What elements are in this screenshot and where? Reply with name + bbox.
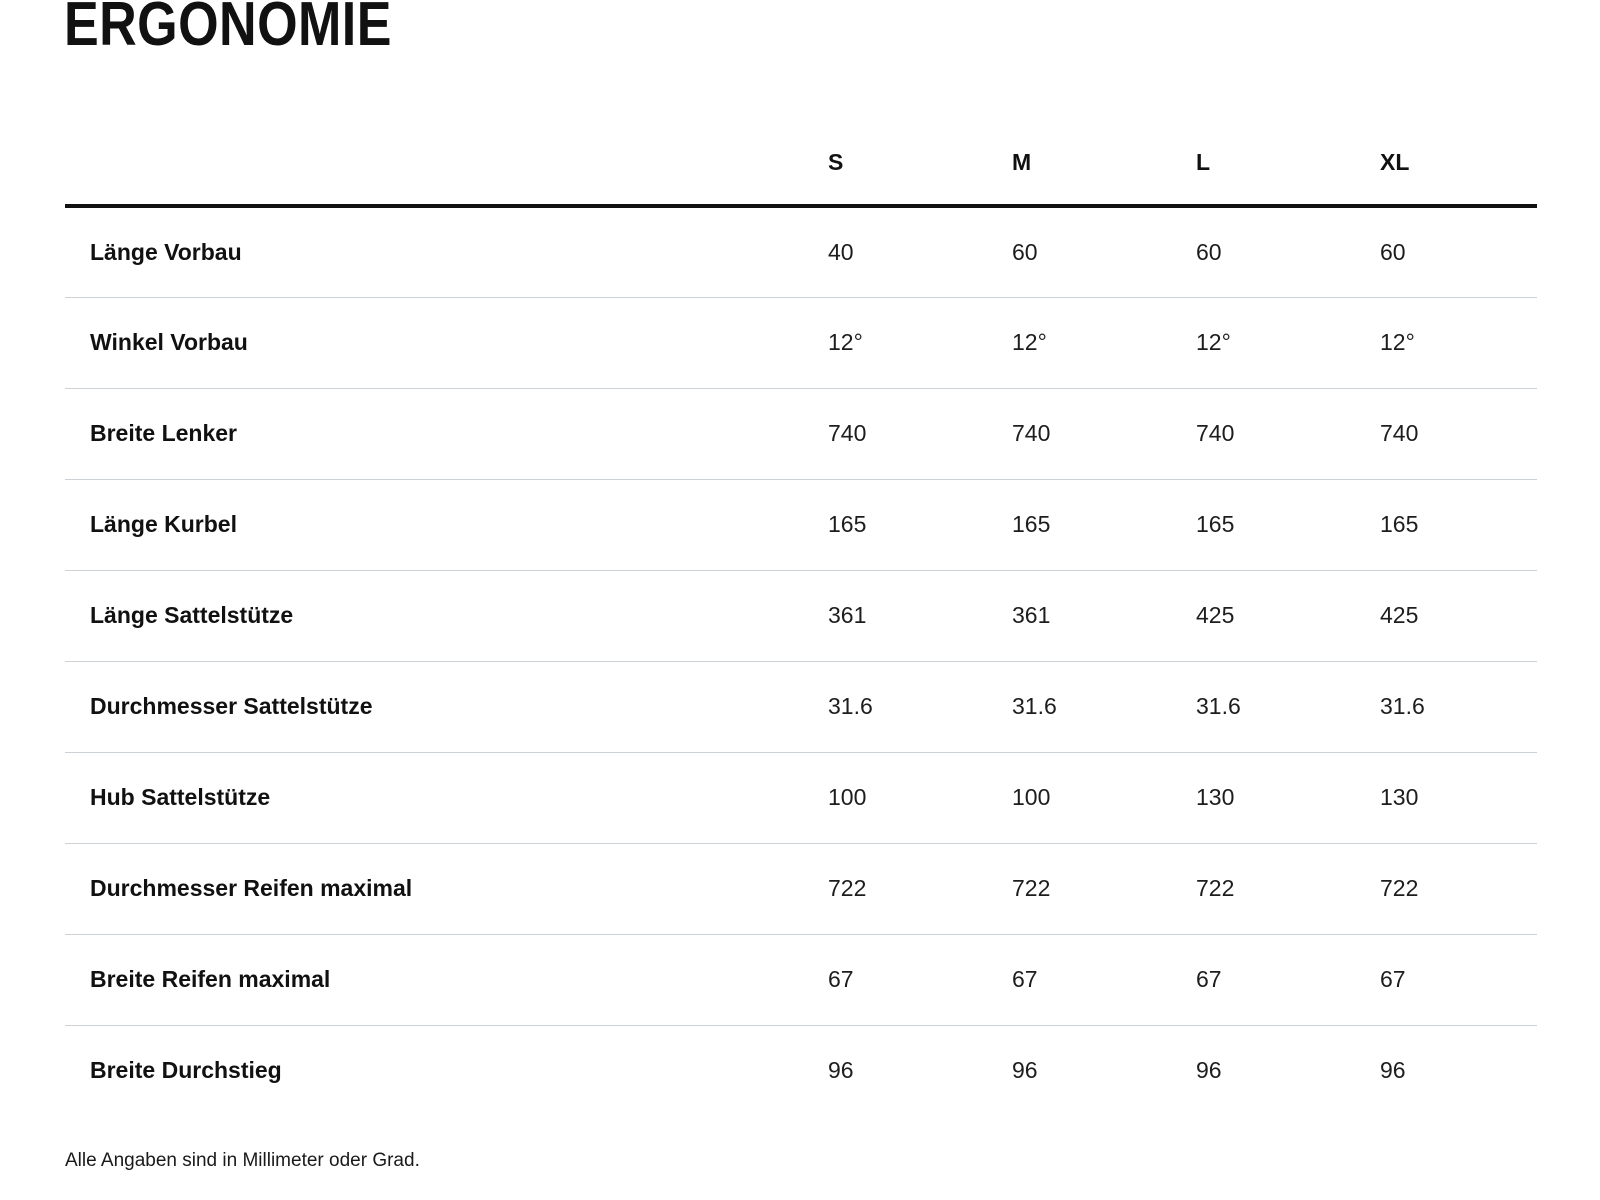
size-column-header: S xyxy=(828,120,1012,208)
spec-value: 12° xyxy=(1012,297,1196,389)
spec-value: 40 xyxy=(828,206,1012,298)
spec-row: Breite Lenker 740 740 740 740 xyxy=(65,388,1537,480)
size-column-header: L xyxy=(1196,120,1380,208)
spec-row: Winkel Vorbau 12° 12° 12° 12° xyxy=(65,297,1537,389)
spec-value: 67 xyxy=(1380,934,1537,1026)
spec-value: 12° xyxy=(1196,297,1380,389)
table-body: Länge Vorbau 40 60 60 60 Winkel Vorbau 12° 12° 1… xyxy=(65,206,1537,1116)
spec-value: 722 xyxy=(1380,843,1537,935)
spec-value: 740 xyxy=(1380,388,1537,480)
spec-row-label: Durchmesser Reifen maximal xyxy=(65,843,828,935)
spec-value: 722 xyxy=(828,843,1012,935)
spec-row: Länge Vorbau 40 60 60 60 xyxy=(65,206,1537,298)
spec-row-label: Winkel Vorbau xyxy=(65,297,828,389)
spec-value: 67 xyxy=(828,934,1012,1026)
spec-value: 12° xyxy=(1380,297,1537,389)
spec-row-label: Länge Kurbel xyxy=(65,479,828,571)
spec-value: 740 xyxy=(1012,388,1196,480)
spec-value: 96 xyxy=(1012,1057,1038,1084)
spec-row-label: Breite Durchstieg xyxy=(90,1057,282,1084)
spec-value: 96 xyxy=(1380,1057,1406,1084)
spec-value: 31.6 xyxy=(1012,661,1196,753)
spec-row: Hub Sattelstütze 100 100 130 130 xyxy=(65,752,1537,844)
page-title: ERGONOMIE xyxy=(64,0,392,59)
spec-row: Breite Durchstieg 96 96 96 96 xyxy=(65,1025,1537,1116)
spec-value: 12° xyxy=(828,297,1012,389)
spec-value: 165 xyxy=(828,479,1012,571)
spec-value: 361 xyxy=(828,570,1012,662)
units-footnote: Alle Angaben sind in Millimeter oder Gra… xyxy=(65,1150,420,1171)
spec-value: 165 xyxy=(1012,479,1196,571)
size-column-header: M xyxy=(1012,120,1196,208)
spec-value: 60 xyxy=(1012,206,1196,298)
spec-value: 60 xyxy=(1196,206,1380,298)
size-column-header: XL xyxy=(1380,120,1537,208)
spec-value: 130 xyxy=(1380,752,1537,844)
spec-value: 31.6 xyxy=(1196,661,1380,753)
spec-value: 130 xyxy=(1196,752,1380,844)
spec-value: 361 xyxy=(1012,570,1196,662)
header-spacer xyxy=(65,120,828,208)
spec-row-label: Breite Reifen maximal xyxy=(65,934,828,1026)
spec-value: 96 xyxy=(1196,1057,1222,1084)
spec-row: Durchmesser Reifen maximal 722 722 722 722 xyxy=(65,843,1537,935)
spec-row: Länge Kurbel 165 165 165 165 xyxy=(65,479,1537,571)
spec-value: 165 xyxy=(1196,479,1380,571)
spec-value: 425 xyxy=(1380,570,1537,662)
spec-value: 740 xyxy=(1196,388,1380,480)
spec-value: 60 xyxy=(1380,206,1537,298)
spec-value: 100 xyxy=(828,752,1012,844)
spec-row-label: Breite Lenker xyxy=(65,388,828,480)
table-header-row: S M L XL xyxy=(65,120,1537,208)
spec-value: 722 xyxy=(1012,843,1196,935)
spec-value: 722 xyxy=(1196,843,1380,935)
spec-value: 100 xyxy=(1012,752,1196,844)
spec-row: Breite Reifen maximal 67 67 67 67 xyxy=(65,934,1537,1026)
spec-row-label: Durchmesser Sattelstütze xyxy=(65,661,828,753)
spec-row-label: Länge Sattelstütze xyxy=(65,570,828,662)
spec-value: 740 xyxy=(828,388,1012,480)
spec-row: Länge Sattelstütze 361 361 425 425 xyxy=(65,570,1537,662)
spec-row-label: Länge Vorbau xyxy=(65,206,828,298)
spec-row: Durchmesser Sattelstütze 31.6 31.6 31.6 31.6 xyxy=(65,661,1537,753)
spec-value: 425 xyxy=(1196,570,1380,662)
spec-value: 67 xyxy=(1196,934,1380,1026)
ergonomics-table: S M L XL Länge Vorbau 40 60 60 60 Winkel Vorbau 1… xyxy=(65,120,1537,1116)
spec-value: 67 xyxy=(1012,934,1196,1026)
spec-value: 165 xyxy=(1380,479,1537,571)
spec-value: 31.6 xyxy=(828,661,1012,753)
spec-value: 96 xyxy=(828,1057,854,1084)
spec-row-label: Hub Sattelstütze xyxy=(65,752,828,844)
spec-value: 31.6 xyxy=(1380,661,1537,753)
